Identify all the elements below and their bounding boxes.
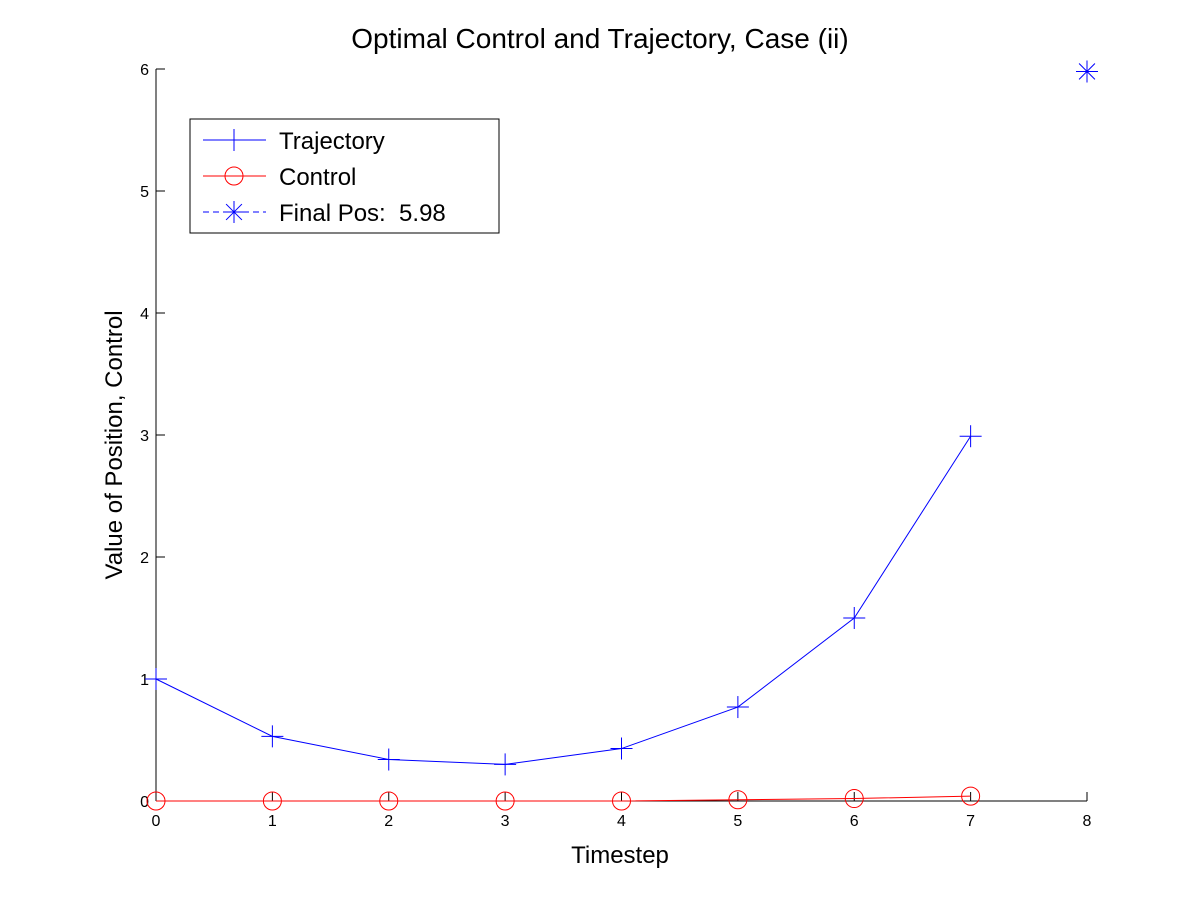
legend-entry: Control bbox=[203, 164, 356, 191]
series-line bbox=[156, 795, 971, 802]
series-asterisk bbox=[1076, 60, 1098, 83]
data-point bbox=[145, 668, 167, 690]
x-tick-label: 7 bbox=[966, 813, 975, 830]
x-axis-label: Timestep bbox=[571, 842, 669, 869]
series-layer bbox=[145, 60, 1098, 811]
y-tick-label: 5 bbox=[140, 184, 149, 201]
legend-entry: Final Pos: 5.98 bbox=[203, 200, 446, 227]
legend-entry: Trajectory bbox=[203, 128, 385, 155]
legend-label: Final Pos: 5.98 bbox=[279, 200, 446, 227]
legend-label: Control bbox=[279, 164, 356, 191]
x-tick-label: 4 bbox=[617, 813, 626, 830]
data-point bbox=[959, 425, 982, 448]
y-tick-label: 3 bbox=[140, 428, 149, 445]
data-point bbox=[843, 607, 866, 629]
x-tick-label: 6 bbox=[850, 813, 859, 830]
data-point bbox=[610, 737, 633, 760]
legend-marker bbox=[224, 166, 244, 186]
data-point bbox=[728, 790, 748, 810]
legend-label: Trajectory bbox=[279, 128, 385, 155]
data-point bbox=[495, 791, 515, 811]
legend-marker bbox=[223, 129, 245, 151]
data-point bbox=[494, 753, 517, 776]
data-point bbox=[726, 696, 749, 719]
y-tick-label: 1 bbox=[140, 672, 149, 689]
y-tick-label: 0 bbox=[140, 794, 149, 811]
data-point bbox=[1076, 60, 1098, 83]
y-tick-label: 4 bbox=[140, 306, 149, 323]
data-point bbox=[612, 791, 631, 811]
y-tick-label: 2 bbox=[140, 550, 149, 567]
series-circle bbox=[146, 786, 981, 811]
legend-items: Trajectory Control Final Pos: 5.98 bbox=[203, 128, 446, 227]
series-plus bbox=[145, 425, 982, 776]
legend-marker bbox=[223, 201, 245, 223]
data-point bbox=[961, 786, 981, 806]
x-tick-label: 2 bbox=[384, 813, 393, 830]
data-point bbox=[262, 791, 282, 811]
series-line bbox=[155, 435, 972, 765]
x-tick-label: 1 bbox=[268, 813, 277, 830]
legend: Trajectory Control Final Pos: 5.98 bbox=[189, 118, 500, 234]
y-tick-label: 6 bbox=[140, 62, 149, 79]
chart-title: Optimal Control and Trajectory, Case (ii… bbox=[351, 23, 848, 54]
x-tick-label: 3 bbox=[501, 813, 510, 830]
data-point bbox=[261, 725, 284, 748]
y-axis-label: Value of Position, Control bbox=[101, 310, 128, 579]
x-ticks: 0 1 2 3 4 5 6 7 8 bbox=[152, 792, 1092, 830]
data-point bbox=[844, 789, 864, 809]
y-ticks: 0 1 2 3 4 5 6 bbox=[140, 62, 165, 811]
data-point bbox=[379, 791, 399, 811]
data-point bbox=[146, 791, 166, 811]
x-tick-label: 8 bbox=[1083, 813, 1092, 830]
x-tick-label: 5 bbox=[733, 813, 742, 830]
x-tick-label: 0 bbox=[152, 813, 161, 830]
data-point bbox=[377, 748, 400, 771]
